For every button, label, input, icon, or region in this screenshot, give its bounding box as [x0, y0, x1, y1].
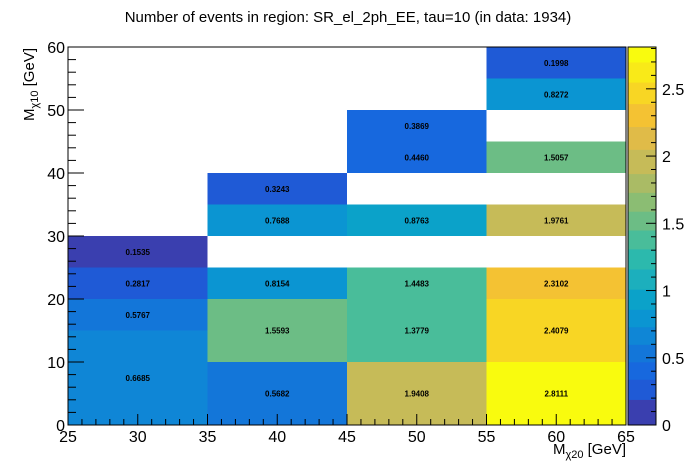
- cell-value-label: 0.6685: [126, 374, 151, 383]
- colorbar-band: [628, 173, 656, 193]
- heatmap-cell: [207, 267, 347, 299]
- cell-value-label: 0.8154: [265, 279, 290, 288]
- x-tick-label: 25: [59, 429, 77, 446]
- cell-value-label: 2.8111: [544, 390, 568, 399]
- colorbar-tick-label: 1.5: [662, 216, 684, 233]
- colorbar-band: [628, 361, 656, 380]
- colorbar-band: [628, 344, 656, 363]
- colorbar-band: [628, 379, 656, 400]
- heatmap-cell: [68, 267, 208, 299]
- cell-value-label: 0.7688: [265, 216, 290, 225]
- y-tick-label: 50: [47, 103, 65, 120]
- x-axis-title: Mχ20 [GeV]: [553, 441, 626, 461]
- colorbar-band: [628, 82, 656, 105]
- colorbar-band: [628, 61, 656, 83]
- heatmap-cell: [207, 204, 347, 236]
- heatmap-cell: [486, 47, 626, 79]
- cell-value-label: 0.5767: [126, 311, 151, 320]
- colorbar: 0 0.5 1 1.5 2 2.5: [627, 46, 684, 435]
- colorbar-tick-label: 2: [662, 149, 671, 166]
- cell-value-label: 0.8272: [544, 90, 569, 99]
- cell-value-label: 1.4483: [405, 279, 430, 288]
- colorbar-band: [628, 289, 656, 310]
- heatmap-cell: [486, 78, 626, 110]
- x-tick-label: 65: [617, 429, 635, 446]
- y-tick-label: 20: [47, 292, 65, 309]
- colorbar-tick-label: 0: [662, 418, 671, 435]
- cell-value-label: 0.5682: [265, 390, 290, 399]
- colorbar-band: [628, 103, 656, 127]
- colorbar-band: [628, 248, 656, 270]
- heatmap-cell: [486, 204, 626, 236]
- colorbar-tick-label: 0.5: [662, 351, 684, 368]
- chart-title: Number of events in region: SR_el_2ph_EE…: [125, 9, 572, 26]
- cell-value-label: 0.4460: [405, 153, 430, 162]
- x-tick-label: 45: [338, 429, 356, 446]
- colorbar-border: [627, 46, 657, 426]
- heatmap-cell: [347, 299, 487, 362]
- cell-value-label: 2.3102: [544, 279, 569, 288]
- heatmap-cell: [68, 236, 208, 268]
- y-tick-label: 0: [56, 418, 65, 435]
- colorbar-band: [628, 192, 656, 212]
- colorbar-band: [628, 149, 656, 175]
- cell-value-label: 1.9761: [544, 216, 569, 225]
- heatmap-cell: [486, 141, 626, 173]
- x-tick-label: 55: [478, 429, 496, 446]
- colorbar-band: [628, 47, 656, 63]
- colorbar-band: [628, 230, 656, 250]
- heatmap-cell: [347, 141, 487, 173]
- heatmap-cell: [347, 267, 487, 299]
- colorbar-band: [628, 126, 656, 150]
- x-tick-label: 50: [408, 429, 426, 446]
- cell-value-label: 0.2817: [126, 279, 151, 288]
- cell-value-label: 2.4079: [544, 327, 569, 336]
- cell-value-label: 1.9408: [405, 390, 430, 399]
- y-tick-label: 10: [47, 355, 65, 372]
- heatmap-cell: [68, 330, 208, 425]
- y-tick-label: 60: [47, 40, 65, 57]
- heatmap-cell: [207, 299, 347, 362]
- y-axis-title: Mχ10 [GeV]: [21, 48, 41, 121]
- colorbar-band: [628, 309, 656, 328]
- colorbar-tick-label: 1: [662, 284, 671, 301]
- heatmap-cell: [347, 204, 487, 236]
- colorbar-tick-label: 2.5: [662, 82, 684, 99]
- heatmap-cell: [486, 299, 626, 362]
- x-axis: 25 30 35 40 45 50 55 60 65: [59, 414, 635, 446]
- x-tick-label: 30: [129, 429, 147, 446]
- colorbar-band: [628, 326, 656, 345]
- colorbar-band: [628, 269, 656, 290]
- heatmap-cells: 0.6685 0.5767 0.2817 0.1535 0.5682 1.5593 0.81…: [68, 47, 626, 425]
- x-tick-label: 40: [268, 429, 286, 446]
- heatmap-cell: [347, 110, 487, 142]
- x-tick-label: 60: [547, 429, 565, 446]
- y-tick-label: 40: [47, 166, 65, 183]
- heatmap-cell: [207, 173, 347, 205]
- cell-value-label: 1.5593: [265, 327, 290, 336]
- cell-value-label: 0.1535: [126, 248, 151, 257]
- colorbar-band: [628, 211, 656, 231]
- cell-value-label: 0.1998: [544, 59, 569, 68]
- y-tick-label: 30: [47, 229, 65, 246]
- colorbar-band: [628, 399, 656, 426]
- cell-value-label: 0.3243: [265, 185, 290, 194]
- x-tick-label: 35: [199, 429, 217, 446]
- cell-value-label: 0.8763: [405, 216, 430, 225]
- cell-value-label: 1.5057: [544, 153, 569, 162]
- y-axis: 0 10 20 30 40 50 60: [47, 40, 84, 435]
- cell-value-label: 0.3869: [405, 122, 430, 131]
- heatmap-cell: [68, 299, 208, 331]
- heatmap-cell: [486, 267, 626, 299]
- cell-value-label: 1.3779: [405, 327, 430, 336]
